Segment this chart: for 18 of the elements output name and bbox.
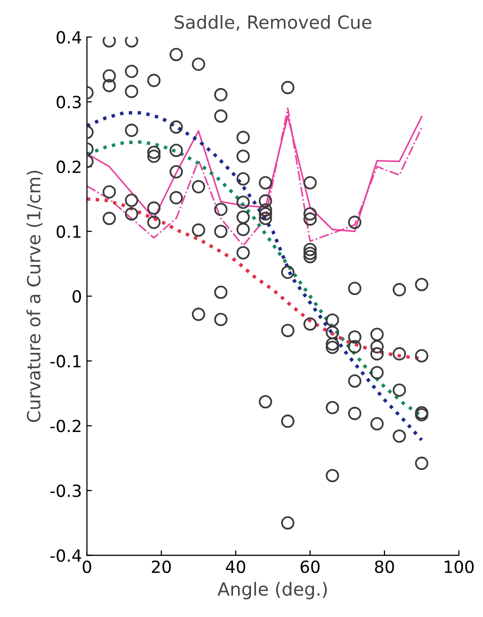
chart-title: Saddle, Removed Cue [174,14,372,31]
y-axis-title: Curvature of a Curve (1/cm) [26,170,43,422]
y-tick-label: 0.2 [56,160,80,174]
y-tick-label: 0.3 [56,96,81,108]
y-tick-label: 0.4 [56,30,82,44]
x-tick-label: 40 [226,560,246,574]
y-tick-label: -0.1 [50,354,81,368]
x-tick-label: 0 [82,560,92,574]
y-tick-label: -0.2 [50,420,80,432]
x-tick-label: 60 [300,560,320,574]
x-tick-label: 80 [374,560,394,574]
y-tick-label: -0.3 [50,484,81,498]
y-tick-label: -0.4 [50,549,82,562]
y-tick-label: 0 [72,290,81,303]
y-tick-label: 0.1 [56,225,81,238]
x-tick-label: 20 [152,560,171,574]
x-axis-title: Angle (deg.) [218,582,327,600]
x-tick-label: 100 [444,560,474,574]
